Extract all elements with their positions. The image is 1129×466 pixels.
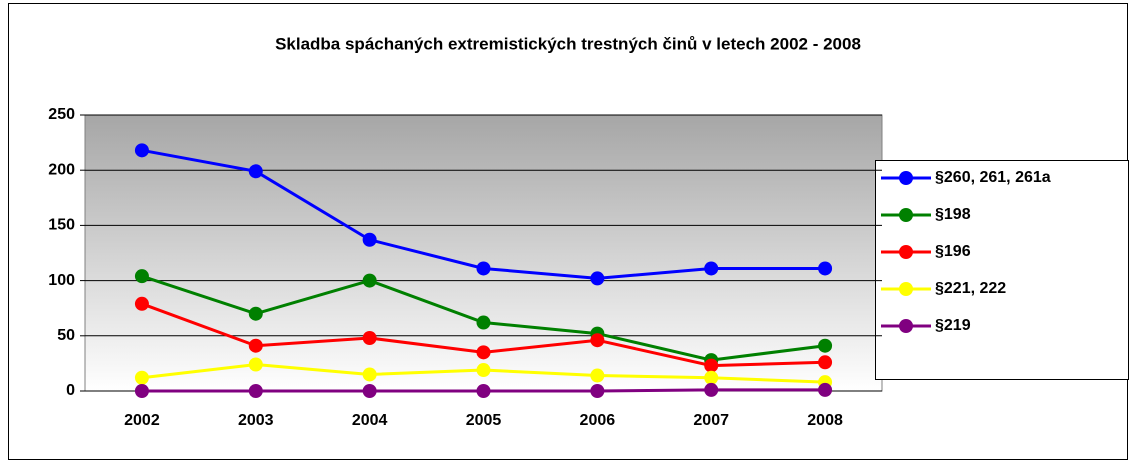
data-point (248, 306, 263, 321)
data-point (476, 384, 491, 398)
data-point (362, 232, 377, 247)
data-point (134, 143, 149, 158)
data-point (134, 370, 149, 385)
data-point (818, 382, 833, 397)
data-point (362, 384, 377, 398)
data-point (248, 384, 263, 398)
y-tick-label: 250 (48, 106, 75, 123)
data-point (590, 333, 605, 348)
y-tick-label: 200 (48, 161, 75, 178)
data-point (704, 382, 719, 397)
data-point (362, 273, 377, 288)
legend-marker (899, 171, 913, 185)
x-tick-label: 2002 (124, 412, 160, 429)
x-tick-label: 2005 (466, 412, 502, 429)
y-tick-label: 150 (48, 217, 75, 234)
data-point (362, 331, 377, 346)
legend-marker (899, 245, 913, 259)
data-point (590, 384, 605, 398)
legend-marker (899, 282, 913, 296)
data-point (476, 345, 491, 360)
data-point (704, 370, 719, 385)
data-point (134, 269, 149, 284)
data-point (476, 315, 491, 330)
data-point (248, 164, 263, 179)
legend (875, 160, 1129, 380)
data-point (248, 357, 263, 372)
plot-area (84, 114, 883, 392)
data-point (590, 368, 605, 383)
data-point (476, 363, 491, 378)
legend-label: §260, 261, 261a (935, 169, 1051, 186)
y-tick-label: 50 (57, 327, 75, 344)
legend-label: §219 (935, 317, 971, 334)
x-tick-label: 2007 (693, 412, 729, 429)
data-point (134, 384, 149, 398)
data-point (476, 261, 491, 276)
chart-title: Skladba spáchaných extremistických trest… (275, 34, 861, 53)
legend-marker (899, 208, 913, 222)
data-point (818, 338, 833, 353)
y-tick-label: 0 (66, 382, 75, 399)
data-point (704, 261, 719, 276)
legend-label: §196 (935, 243, 971, 260)
y-tick-label: 100 (48, 272, 75, 289)
legend-label: §221, 222 (935, 280, 1006, 297)
legend-label: §198 (935, 206, 971, 223)
data-point (704, 358, 719, 373)
x-tick-label: 2006 (580, 412, 616, 429)
data-point (818, 355, 833, 370)
data-point (590, 271, 605, 286)
x-tick-label: 2004 (352, 412, 388, 429)
data-point (362, 367, 377, 382)
data-point (818, 261, 833, 276)
data-point (134, 296, 149, 311)
legend-marker (899, 319, 913, 333)
data-point (248, 338, 263, 353)
x-tick-label: 2008 (807, 412, 843, 429)
x-tick-label: 2003 (238, 412, 274, 429)
